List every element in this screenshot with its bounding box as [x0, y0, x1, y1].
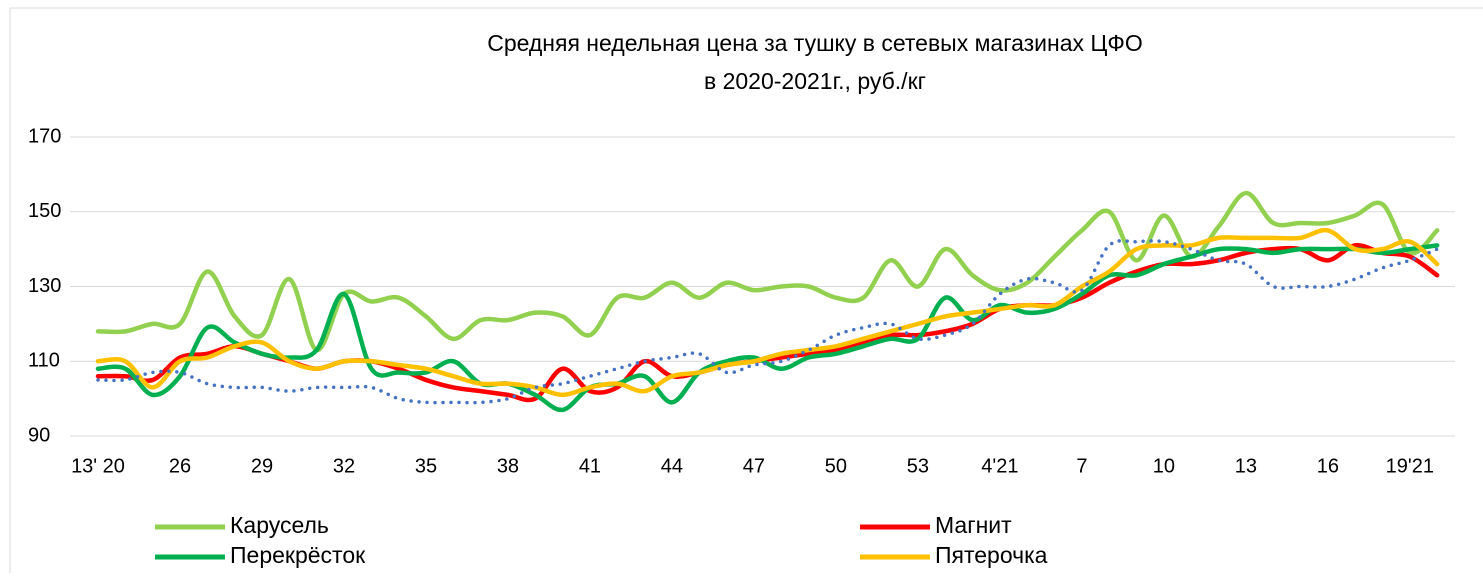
- x-tick-label: 13' 20: [71, 455, 125, 477]
- x-tick-label: 38: [497, 455, 519, 477]
- x-tick-label: 4'21: [981, 455, 1018, 477]
- x-tick-label: 26: [169, 455, 191, 477]
- x-tick-label: 13: [1235, 455, 1257, 477]
- series-line: [95, 227, 1440, 398]
- chart-border: [9, 7, 1483, 578]
- y-tick-label: 170: [28, 125, 61, 147]
- x-tick-label: 44: [661, 455, 683, 477]
- x-tick-label: 29: [251, 455, 273, 477]
- legend-label: Перекрёсток: [230, 542, 366, 568]
- legend-label: Магнит: [935, 512, 1012, 538]
- x-tick-label: 41: [579, 455, 601, 477]
- x-tick-label: 50: [825, 455, 847, 477]
- y-tick-label: 150: [28, 200, 61, 222]
- series-line: [96, 238, 1439, 405]
- legend-label: Карусель: [230, 512, 329, 538]
- x-tick-label: 10: [1153, 455, 1175, 477]
- y-tick-label: 90: [28, 424, 50, 446]
- legend-label: Пятерочка: [935, 542, 1048, 568]
- x-tick-label: 35: [415, 455, 437, 477]
- x-tick-label: 47: [743, 455, 765, 477]
- chart-title: в 2020-2021г., руб./кг: [704, 68, 926, 94]
- x-tick-label: 53: [907, 455, 929, 477]
- x-tick-label: 16: [1317, 455, 1339, 477]
- x-tick-label: 32: [333, 455, 355, 477]
- x-tick-label: 19'21: [1386, 455, 1434, 477]
- x-tick-label: 7: [1076, 455, 1087, 477]
- y-tick-label: 110: [28, 350, 60, 372]
- y-tick-label: 130: [28, 275, 61, 297]
- chart-title: Средняя недельная цена за тушку в сетевы…: [487, 30, 1143, 56]
